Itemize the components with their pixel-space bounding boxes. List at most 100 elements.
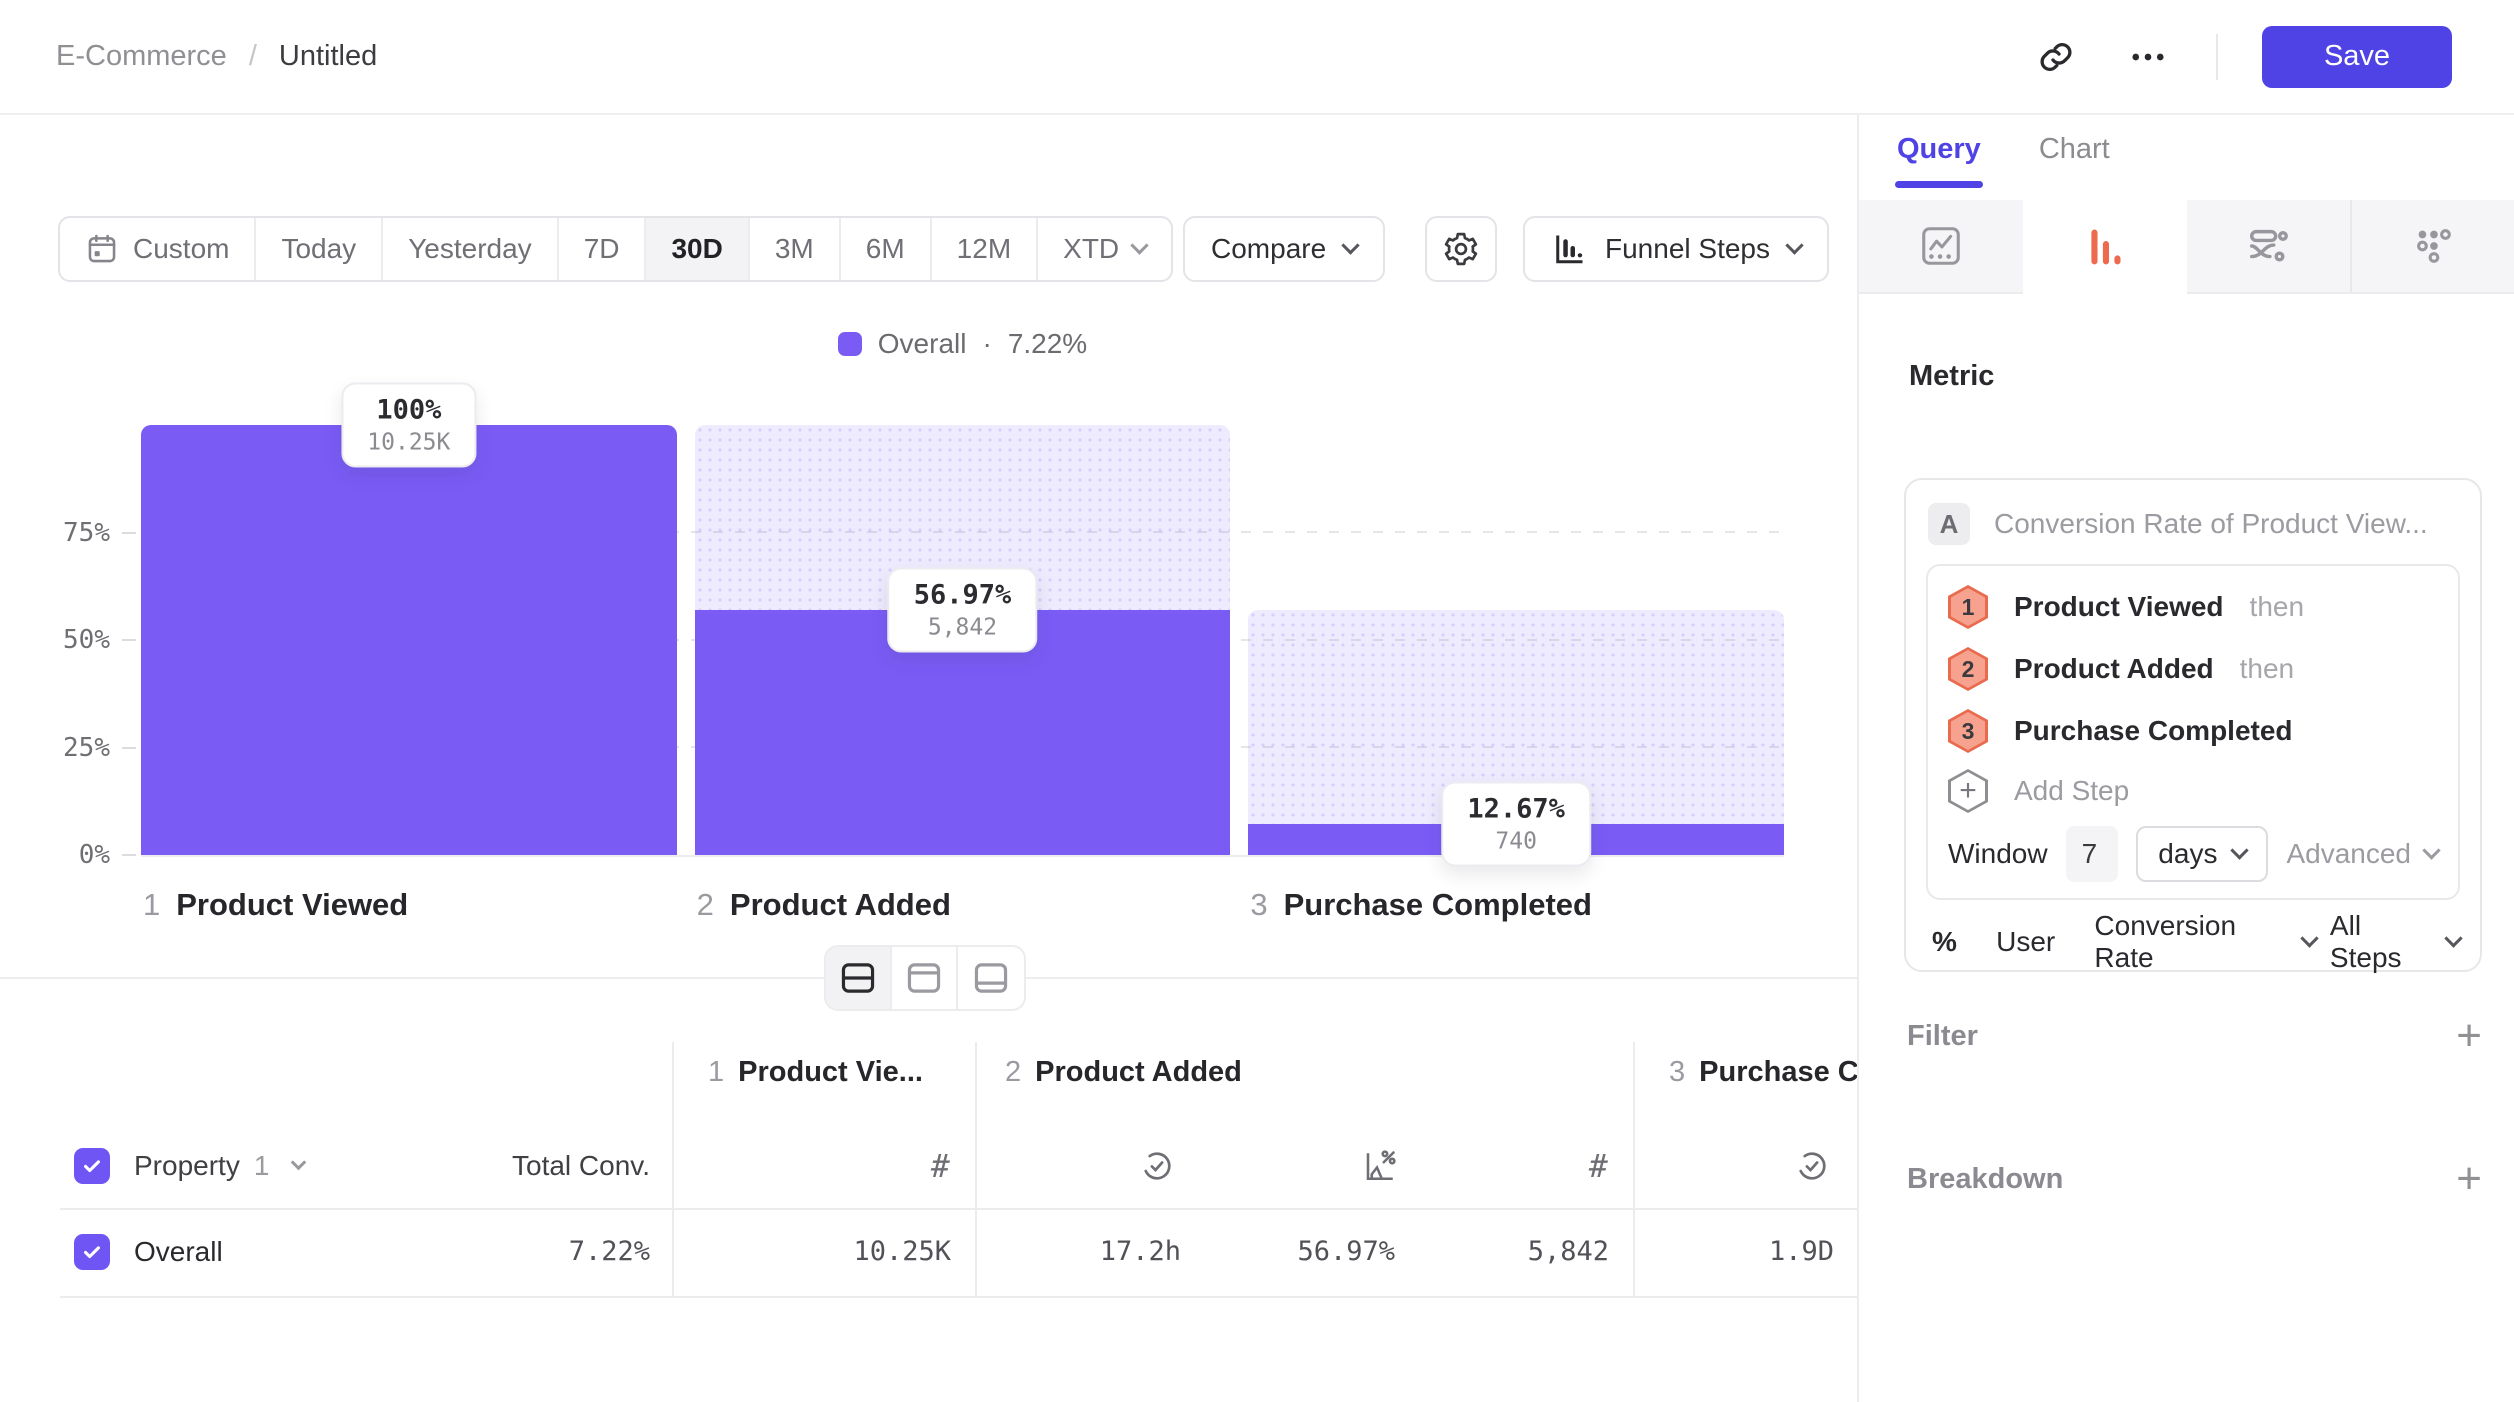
date-range-3m[interactable]: 3M: [750, 218, 841, 280]
date-range-12m[interactable]: 12M: [932, 218, 1039, 280]
funnel-step-2[interactable]: 2 Product Added then: [1948, 638, 2438, 700]
chart-settings-button[interactable]: [1425, 216, 1497, 282]
legend-swatch: [837, 332, 862, 356]
more-menu-button[interactable]: [2124, 33, 2172, 81]
date-range-today[interactable]: Today: [256, 218, 384, 280]
chip-count: 10.25K: [367, 429, 451, 456]
date-range-label: Custom: [133, 233, 230, 264]
date-range-6m[interactable]: 6M: [841, 218, 932, 280]
chevron-down-icon: [1130, 235, 1149, 255]
bar-dropoff-region: [1248, 610, 1784, 824]
chip-count: 740: [1495, 828, 1537, 855]
table-group-header-step2: 2 Product Added: [1005, 1056, 1242, 1089]
measure-metric-dropdown[interactable]: Conversion Rate: [2094, 910, 2237, 973]
chart-type-funnel[interactable]: [2022, 200, 2187, 294]
metric-column-time-step3[interactable]: [1794, 1140, 1830, 1192]
y-axis-tick-label: 75%: [63, 518, 110, 548]
cell-total-conv: 7.22%: [568, 1236, 650, 1267]
date-range-custom[interactable]: Custom: [60, 218, 257, 280]
chevron-down-icon: [2300, 928, 2319, 948]
metric-column-count-step1[interactable]: #: [880, 1140, 950, 1192]
row-checkbox[interactable]: [74, 1234, 110, 1270]
legend-series-value: 7.22%: [1007, 328, 1088, 359]
date-range-yesterday[interactable]: Yesterday: [383, 218, 559, 280]
y-axis-tick-mark: [122, 854, 136, 856]
chart-type-line[interactable]: [1859, 200, 2023, 294]
funnel-steps-card: 1 Product Viewed then 2 Product Added th…: [1926, 564, 2460, 900]
funnel-bar-2[interactable]: 56.97% 5,842 2 Product Added: [694, 425, 1231, 922]
window-value-input[interactable]: 7: [2065, 826, 2119, 882]
chart-legend[interactable]: Overall · 7.22%: [141, 328, 1784, 360]
chart-type-more[interactable]: [2350, 200, 2514, 294]
advanced-dropdown[interactable]: Advanced: [2286, 838, 2441, 870]
date-range-label: 30D: [671, 233, 723, 264]
metric-column-count-step2[interactable]: #: [1562, 1140, 1608, 1192]
bar-converted-region: [141, 425, 677, 855]
top-band-icon: [907, 963, 941, 993]
date-range-label: 3M: [774, 233, 814, 264]
metric-column-time-step2[interactable]: [1139, 1140, 1175, 1192]
cell-step1-count: 10.25K: [853, 1236, 951, 1267]
ellipsis-icon: [2132, 53, 2164, 60]
chart-type-selector-button[interactable]: Funnel Steps: [1523, 216, 1829, 282]
funnel-step-3[interactable]: 3 Purchase Completed: [1948, 700, 2438, 762]
breadcrumb-title[interactable]: Untitled: [278, 40, 378, 72]
select-all-checkbox[interactable]: [74, 1148, 110, 1184]
breadcrumb: E-Commerce / Untitled: [56, 40, 377, 73]
step-number: 1: [143, 887, 161, 922]
y-axis-tick-label: 25%: [63, 733, 110, 763]
step-name: Product Vie...: [738, 1056, 923, 1088]
funnel-bar-3[interactable]: 12.67% 740 3 Purchase Completed: [1248, 425, 1784, 922]
filter-heading: Filter: [1907, 1019, 1978, 1052]
y-axis-tick-mark: [122, 532, 136, 534]
step-number: 2: [1005, 1056, 1022, 1088]
layout-table-only-button[interactable]: [958, 947, 1024, 1009]
tab-chart[interactable]: Chart: [2038, 133, 2110, 165]
date-range-7d[interactable]: 7D: [559, 218, 647, 280]
conversion-window-row: Window 7 days Advanced: [1948, 820, 2441, 888]
tab-query[interactable]: Query: [1895, 133, 1983, 188]
legend-separator: ·: [982, 328, 992, 359]
share-link-button[interactable]: [2032, 33, 2080, 81]
step-number: 1: [708, 1056, 725, 1088]
date-range-30d[interactable]: 30D: [646, 218, 750, 280]
step-name: Product Viewed: [176, 887, 409, 922]
date-range-xtd[interactable]: XTD: [1038, 218, 1171, 280]
metric-summary-row[interactable]: A Conversion Rate of Product View...: [1928, 500, 2458, 548]
measured-as-row: % User Conversion Rate All Steps: [1926, 910, 2463, 973]
table-header-border: [60, 1208, 1857, 1210]
metric-column-rate-step2[interactable]: [1362, 1140, 1398, 1192]
table-row-border: [60, 1296, 1857, 1298]
date-range-label: Yesterday: [408, 233, 532, 264]
percent-symbol[interactable]: %: [1932, 926, 1957, 957]
breadcrumb-project[interactable]: E-Commerce: [56, 40, 227, 72]
measure-scope-dropdown[interactable]: All Steps: [2329, 910, 2402, 973]
property-column-header[interactable]: Property 1: [74, 1140, 307, 1192]
header-divider: [2216, 33, 2218, 80]
save-button[interactable]: Save: [2262, 25, 2452, 88]
funnel-bar-1[interactable]: 100% 10.25K 1 Product Viewed: [141, 382, 677, 922]
layout-chart-only-button[interactable]: [892, 947, 958, 1009]
add-filter-button[interactable]: +: [2456, 1011, 2482, 1060]
x-axis-step-label: 2 Product Added: [697, 887, 951, 923]
add-step-label: Add Step: [2014, 775, 2130, 806]
top-header: E-Commerce / Untitled Save: [0, 0, 2514, 115]
funnel-step-1[interactable]: 1 Product Viewed then: [1948, 576, 2438, 638]
step-connector: then: [2249, 591, 2305, 622]
window-unit-dropdown[interactable]: days: [2136, 826, 2269, 882]
step-number-badge: 2: [1948, 647, 1988, 691]
measure-subject[interactable]: User: [1996, 926, 2056, 957]
chevron-down-icon: [1785, 235, 1804, 255]
add-breakdown-button[interactable]: +: [2456, 1154, 2482, 1203]
check-icon: [84, 1160, 100, 1173]
chart-type-flow[interactable]: [2186, 200, 2351, 294]
compare-button[interactable]: Compare: [1183, 216, 1386, 282]
layout-split-button[interactable]: [826, 947, 892, 1009]
add-step-button[interactable]: + Add Step: [1948, 762, 2438, 820]
link-icon: [2040, 42, 2072, 71]
total-conv-column-header[interactable]: Total Conv.: [430, 1140, 650, 1192]
chevron-down-icon: [291, 1154, 307, 1170]
count-icon: #: [1588, 1147, 1608, 1185]
calendar-icon: [88, 234, 116, 263]
